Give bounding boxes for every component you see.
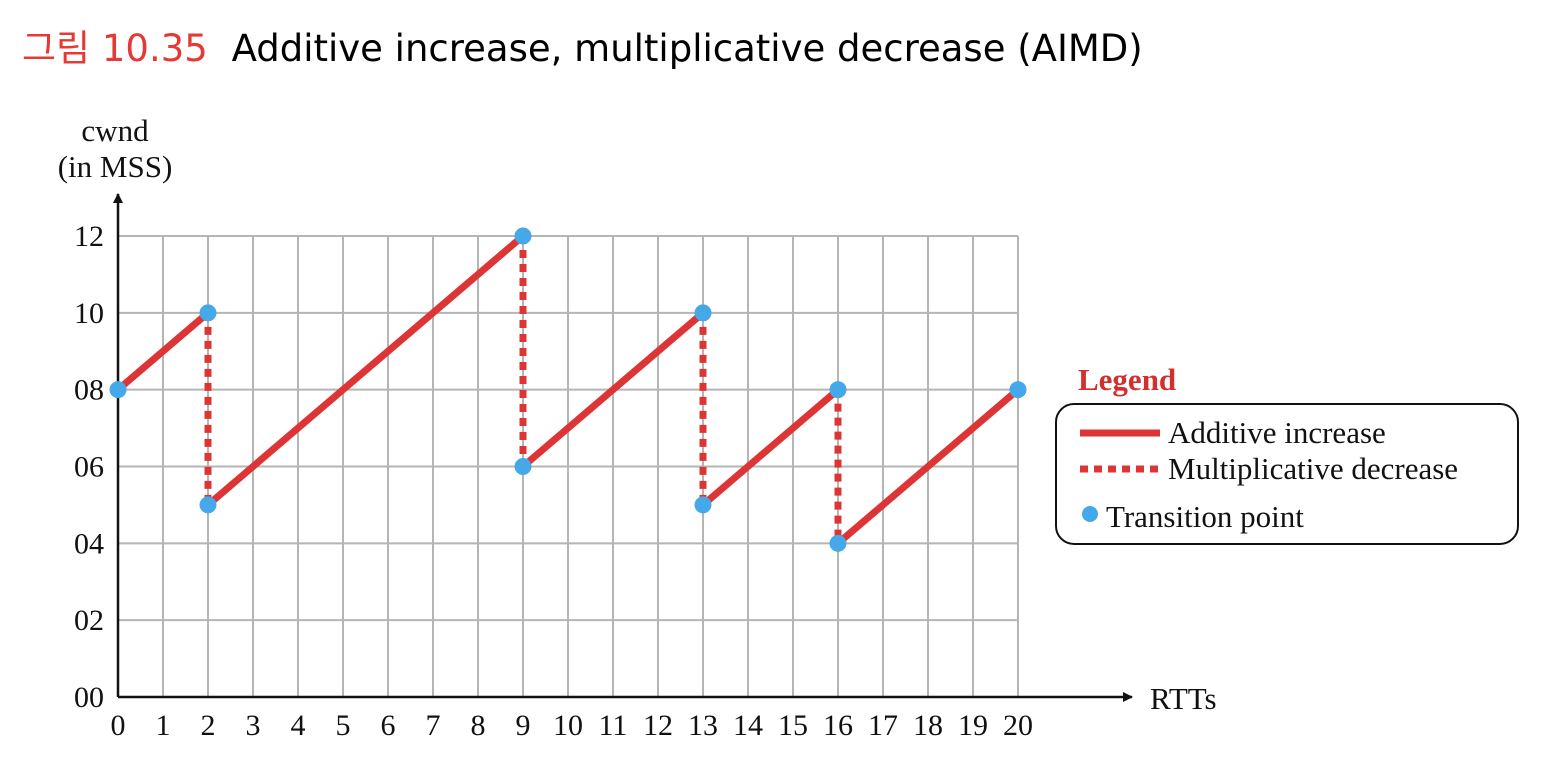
legend-title: Legend [1078, 362, 1176, 397]
multiplicative-decrease-lines [204, 236, 842, 544]
x-tick-label: 3 [246, 709, 261, 742]
transition-point-2 [199, 304, 217, 322]
x-tick-label: 1 [156, 709, 171, 742]
x-tick-label: 12 [643, 709, 673, 742]
y-axis-title-line: (in MSS) [58, 149, 173, 184]
figure-title: Additive increase, multiplicative decrea… [231, 27, 1143, 70]
x-tick-label: 7 [426, 709, 441, 742]
x-axis-title: RTTs [1150, 681, 1217, 716]
x-tick-label: 9 [516, 709, 531, 742]
x-tick-label: 11 [599, 709, 628, 742]
x-tick-label: 5 [336, 709, 351, 742]
legend-entry-label: Additive increase [1168, 415, 1386, 450]
y-axis-title-line: cwnd [81, 113, 149, 148]
tick-labels: 0 1 2 3 4 5 6 7 8 9 10 11 12 13 14 15 16 17 18 19 2000020406… [74, 220, 1033, 742]
y-tick-label: 08 [74, 374, 104, 407]
additive-increase-segment-4 [700, 387, 841, 508]
x-tick-label: 13 [688, 709, 718, 742]
transition-point-5 [514, 458, 532, 475]
y-tick-label: 02 [74, 604, 104, 637]
additive-increase-segment-3 [520, 310, 706, 470]
x-tick-label: 2 [201, 709, 216, 742]
transition-point-1 [109, 381, 127, 399]
x-tick-label: 8 [471, 709, 486, 742]
additive-increase-segment-1 [115, 310, 211, 393]
x-tick-label: 18 [913, 709, 943, 742]
figure-number: 10.35 [101, 27, 208, 70]
additive-increase-segment-2 [205, 233, 526, 508]
x-tick-label: 20 [1003, 709, 1033, 742]
x-tick-label: 15 [778, 709, 808, 742]
legend-box [1055, 403, 1519, 545]
y-tick-label: 10 [74, 297, 104, 330]
legend-entry-label: Transition point [1106, 499, 1304, 534]
transition-point-4 [514, 227, 532, 245]
legend-dot-swatch [1082, 506, 1098, 522]
transition-point-6 [694, 304, 712, 322]
x-tick-label: 16 [823, 709, 853, 742]
transition-point-7 [694, 496, 712, 514]
figure-label: 그림 [22, 27, 91, 70]
x-tick-label: 17 [868, 709, 898, 742]
axes: RTTs cwnd(in MSS) [58, 113, 1217, 716]
x-tick-label: 0 [111, 709, 126, 742]
y-tick-label: 04 [74, 527, 104, 560]
y-tick-label: 12 [74, 220, 104, 253]
figure-caption: 그림 10.35 Additive increase, multiplicati… [22, 18, 1143, 72]
transition-point-10 [1009, 381, 1027, 399]
x-tick-label: 6 [381, 709, 396, 742]
additive-increase-segment-5 [835, 387, 1021, 546]
x-tick-label: 19 [958, 709, 988, 742]
y-tick-label: 06 [74, 451, 104, 484]
legend-entry-label: Multiplicative decrease [1168, 451, 1458, 486]
x-tick-label: 10 [553, 709, 583, 742]
transition-point-3 [199, 496, 217, 514]
transition-points [109, 227, 1027, 552]
additive-increase-lines [115, 233, 1021, 546]
x-tick-label: 4 [291, 709, 306, 742]
x-tick-label: 14 [733, 709, 763, 742]
transition-point-8 [829, 381, 847, 399]
transition-point-9 [829, 534, 847, 552]
y-tick-label: 00 [74, 681, 104, 714]
